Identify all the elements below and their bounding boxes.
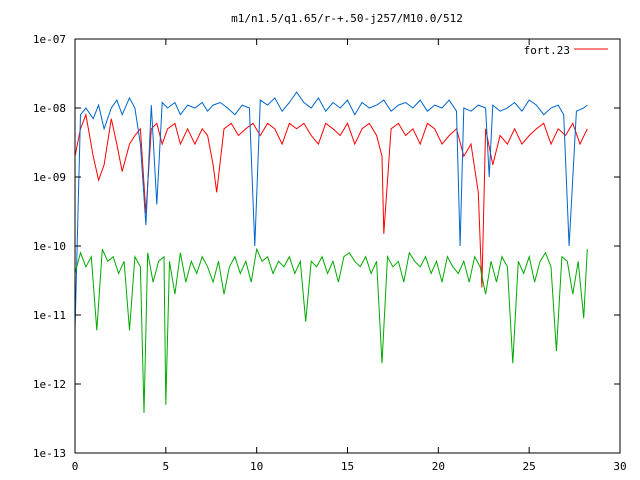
- series-line-2: [74, 247, 588, 414]
- x-tick-label: 10: [250, 460, 263, 473]
- series-layer: [74, 91, 588, 414]
- y-tick-label: 1e-13: [33, 447, 66, 460]
- y-tick-label: 1e-09: [33, 171, 66, 184]
- x-tick-label: 20: [432, 460, 445, 473]
- series-line-1: [74, 91, 588, 331]
- y-tick-label: 1e-08: [33, 102, 66, 115]
- series-line-0: [74, 112, 588, 288]
- chart-title: m1/n1.5/q1.65/r-+.50-j257/M10.0/512: [231, 12, 463, 25]
- x-tick-label: 25: [523, 460, 536, 473]
- x-tick-label: 0: [72, 460, 79, 473]
- legend: fort.23: [524, 44, 608, 57]
- y-tick-label: 1e-10: [33, 240, 66, 253]
- x-tick-label: 5: [163, 460, 170, 473]
- axis-layer: 0 5 10 15 20 25 30 1e-13 1e-12 1e-11 1e-10 1e-09 1e-…: [33, 33, 627, 473]
- y-tick-label: 1e-11: [33, 309, 66, 322]
- x-tick-label: 15: [341, 460, 354, 473]
- y-tick-label: 1e-07: [33, 33, 66, 46]
- x-tick-label: 30: [613, 460, 626, 473]
- y-tick-label: 1e-12: [33, 378, 66, 391]
- legend-label: fort.23: [524, 44, 570, 57]
